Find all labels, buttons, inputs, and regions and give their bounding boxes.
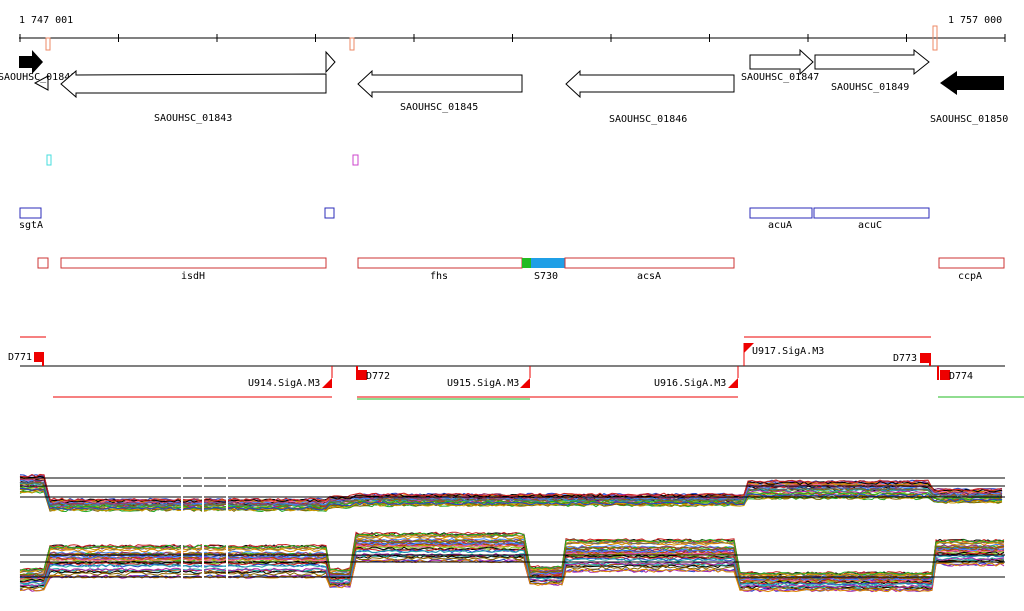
track-gap	[226, 468, 228, 603]
track-gap	[202, 468, 204, 603]
expression-profile-line	[19, 556, 1005, 591]
gene-label: SAOUHSC_01850	[930, 114, 1008, 125]
gene-arrow-solid[interactable]	[19, 50, 43, 74]
gene-label: SAOUHSC_01843	[154, 113, 232, 124]
red-feature-track: isdH fhs S730 acsA ccpA	[37, 257, 1005, 282]
expression-profile-line	[20, 484, 1003, 509]
gene-arrow-outline[interactable]	[357, 69, 523, 99]
red-feature-label: isdH	[181, 271, 205, 282]
segment-label: U916.SigA.M3	[654, 378, 726, 389]
blue-feature-box[interactable]	[749, 207, 813, 219]
gene-arrow-outline[interactable]	[33, 75, 49, 91]
red-feature-box[interactable]	[564, 257, 735, 269]
expression-profile-line	[19, 542, 1005, 582]
blue-bar[interactable]	[531, 258, 565, 268]
track-gap	[181, 468, 183, 603]
expression-profile-line	[19, 488, 1003, 511]
segment-label: D771	[8, 352, 32, 363]
segment-label: U915.SigA.M3	[447, 378, 519, 389]
ruler-ticks	[19, 34, 1006, 42]
gene-arrow-outline[interactable]	[814, 48, 930, 76]
green-bar[interactable]	[522, 258, 531, 268]
segment-label: D774	[949, 371, 973, 382]
expression-lines	[19, 473, 1003, 513]
ruler-marker	[932, 25, 938, 51]
segment-triangle[interactable]	[520, 378, 530, 388]
expression-profile-line	[19, 535, 1005, 578]
gene-label: SAOUHSC_01849	[831, 82, 909, 93]
gene-label: SAOUHSC_01845	[400, 102, 478, 113]
expression-profile-line	[19, 541, 1005, 582]
expression-profile-line	[19, 552, 1005, 589]
gene-arrow-outline[interactable]	[565, 69, 735, 99]
red-feature-box[interactable]	[357, 257, 523, 269]
expression-track-lower	[19, 531, 1005, 593]
blue-feature-box[interactable]	[19, 207, 42, 219]
segment-marker[interactable]	[940, 370, 950, 380]
gene-arrow-outline[interactable]	[60, 69, 327, 99]
gene-arrow-outline[interactable]	[749, 48, 814, 76]
ruler-marker	[45, 37, 51, 51]
cyan-mark[interactable]	[46, 154, 52, 166]
blue-feature-label: acuC	[858, 220, 882, 231]
expression-profile-line	[19, 481, 1003, 507]
expression-profile-line	[19, 533, 1005, 577]
segment-track: D771 D772 U914.SigA.M3 U915.SigA.M3 U916…	[8, 336, 1024, 400]
segment-marker[interactable]	[34, 352, 44, 362]
segment-label: D773	[893, 353, 917, 364]
segment-label: U917.SigA.M3	[752, 346, 824, 357]
blue-feature-track: sgtA acuA acuC	[19, 207, 930, 231]
magenta-mark[interactable]	[352, 154, 359, 166]
gene-label: SAOUHSC_01846	[609, 114, 687, 125]
red-feature-box[interactable]	[938, 257, 1005, 269]
expression-track-upper	[19, 473, 1005, 513]
expression-profile-line	[19, 549, 1005, 587]
red-feature-label: S730	[534, 271, 558, 282]
expression-profile-line	[19, 473, 1003, 502]
gene-label: SAOUHSC_01840	[0, 72, 76, 83]
gene-label: SAOUHSC_01847	[741, 72, 819, 83]
ruler-marker	[349, 37, 355, 51]
expression-profile-line	[19, 539, 1005, 580]
expression-profile-line	[19, 487, 1003, 511]
segment-triangle[interactable]	[744, 343, 754, 353]
red-feature-box[interactable]	[60, 257, 327, 269]
ruler: 1 747 001 1 757 000	[19, 15, 1006, 51]
gene-track: SAOUHSC_01840 SAOUHSC_01843 SAOUHSC_0184…	[0, 48, 1008, 125]
gene-arrow-solid[interactable]	[940, 71, 1004, 95]
expression-lines	[19, 531, 1005, 593]
blue-feature-label: sgtA	[19, 220, 43, 231]
segment-triangle[interactable]	[322, 378, 332, 388]
segment-marker[interactable]	[920, 353, 930, 363]
ruler-end-label: 1 757 000	[948, 15, 1002, 26]
segment-marker[interactable]	[357, 370, 367, 380]
red-feature-label: fhs	[430, 271, 448, 282]
gene-arrow-outline[interactable]	[325, 50, 336, 74]
segment-label: D772	[366, 371, 390, 382]
red-feature-label: ccpA	[958, 271, 982, 282]
segment-label: U914.SigA.M3	[248, 378, 320, 389]
red-feature-box[interactable]	[37, 257, 49, 269]
segment-triangle[interactable]	[728, 378, 738, 388]
expression-profile-line	[19, 475, 1003, 503]
blue-feature-box[interactable]	[324, 207, 335, 219]
expression-profile-line	[19, 532, 1005, 576]
red-feature-label: acsA	[637, 271, 661, 282]
blue-feature-label: acuA	[768, 220, 792, 231]
blue-feature-box[interactable]	[813, 207, 930, 219]
ruler-start-label: 1 747 001	[19, 15, 73, 26]
